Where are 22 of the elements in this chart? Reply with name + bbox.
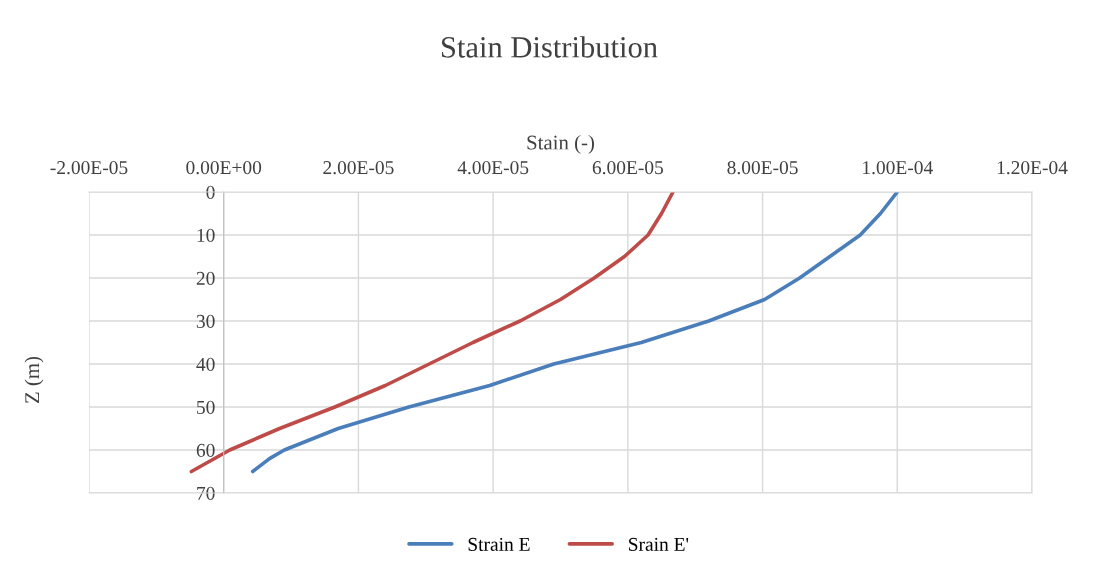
y-tick-label: 0 [206, 185, 215, 199]
legend-label: Strain E [468, 537, 530, 551]
y-tick-label: 40 [196, 357, 215, 371]
x-tick-label: 8.00E-05 [727, 161, 798, 175]
y-tick-label: 30 [196, 314, 215, 328]
x-axis-title: Stain (-) [527, 134, 595, 154]
chart-title: Stain Distribution [441, 36, 658, 58]
x-tick-label: 2.00E-05 [323, 161, 394, 175]
x-tick-label: 1.00E-04 [863, 161, 933, 175]
y-tick-label: 50 [197, 400, 215, 414]
y-tick-label: 10 [197, 228, 215, 242]
y-tick-label: 20 [196, 271, 215, 285]
legend-label: Srain E' [629, 537, 689, 551]
x-tick-label: 6.00E-05 [592, 161, 664, 175]
x-tick-label: 4.00E-05 [457, 161, 529, 175]
line-series [250, 192, 900, 474]
x-tick-label: -2.00E-05 [50, 161, 128, 175]
y-tick-label: 70 [197, 486, 215, 500]
x-tick-label: 1.20E-04 [997, 161, 1068, 175]
x-tick-label: 0.00E+00 [186, 161, 262, 175]
y-tick-label: 60 [196, 443, 215, 457]
y-axis-title: Z (m) [24, 356, 44, 404]
